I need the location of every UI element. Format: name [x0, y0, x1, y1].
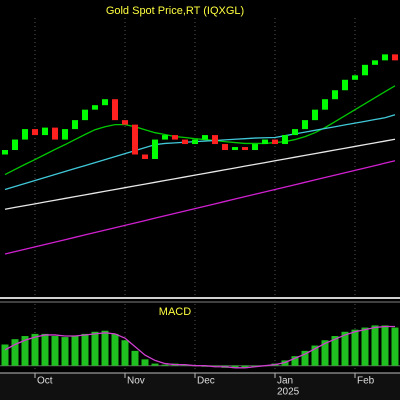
histogram-bar [91, 331, 99, 366]
candle [92, 105, 98, 110]
indicator-line [4, 85, 396, 176]
x-tick-label: Nov [127, 376, 145, 387]
candle [102, 99, 108, 106]
year-label: 2025 [277, 387, 300, 398]
candle [112, 99, 118, 121]
histogram-bar [31, 333, 39, 366]
candle [262, 139, 268, 145]
indicator-line [4, 325, 395, 369]
candle [162, 135, 168, 140]
histogram-bar [141, 359, 149, 366]
histogram-bar [71, 336, 79, 366]
histogram-bar [351, 329, 359, 366]
candle [192, 139, 198, 145]
histogram-bar [151, 363, 159, 366]
histogram-bar [231, 365, 239, 368]
candle [32, 129, 38, 136]
histogram-bar [81, 333, 89, 366]
candle [252, 144, 258, 151]
x-tick-label: Oct [37, 376, 53, 387]
histogram-bar [311, 345, 319, 366]
candle [332, 90, 338, 100]
candle [142, 154, 148, 159]
candle [312, 109, 318, 121]
candle [302, 120, 308, 130]
candle [242, 147, 248, 151]
candle [12, 139, 18, 151]
candle [282, 135, 288, 145]
histogram-bar [121, 340, 129, 366]
candle [392, 54, 398, 61]
histogram-bar [131, 350, 139, 366]
macd-title: MACD [159, 306, 191, 318]
candle [2, 150, 8, 155]
x-tick-label: Dec [197, 376, 215, 387]
histogram-bar [291, 356, 299, 366]
candle [212, 135, 218, 145]
candle [82, 109, 88, 121]
candle [292, 129, 298, 136]
candle [322, 99, 328, 110]
date-axis [0, 373, 400, 400]
candle [342, 79, 348, 91]
candle [152, 139, 158, 159]
histogram-bar [381, 325, 389, 366]
candle [62, 129, 68, 140]
candle [372, 60, 378, 65]
candle [202, 135, 208, 140]
candle [22, 129, 28, 140]
histogram-bar [161, 364, 169, 366]
histogram-bar [61, 337, 69, 366]
indicator-line [4, 138, 396, 210]
candle [122, 120, 128, 125]
histogram-bar [41, 333, 49, 366]
histogram-bar [321, 340, 329, 366]
histogram-bar [331, 336, 339, 366]
histogram-bar [371, 325, 379, 366]
histogram-bar [51, 336, 59, 366]
candle [42, 127, 48, 136]
candle [132, 124, 138, 155]
histogram-bar [341, 331, 349, 366]
candle [362, 64, 368, 76]
histogram-bar [11, 339, 19, 366]
x-tick-label: Jan [277, 376, 293, 387]
candle [352, 75, 358, 80]
histogram-bar [241, 365, 249, 368]
histogram-bar [1, 344, 9, 366]
histogram-bar [111, 333, 119, 366]
histogram-bar [101, 330, 109, 366]
candle [382, 54, 388, 61]
chart-title: Gold Spot Price,RT (IQXGL) [106, 5, 244, 17]
x-tick-label: Feb [357, 376, 375, 387]
candle [52, 127, 58, 140]
candle [222, 144, 228, 151]
candle [172, 135, 178, 140]
indicator-line [4, 114, 396, 191]
candle [272, 139, 278, 145]
histogram-bar [361, 327, 369, 366]
histogram-bar [21, 336, 29, 366]
candle [182, 139, 188, 145]
histogram-bar [301, 350, 309, 366]
histogram-bar [391, 327, 399, 366]
candle [72, 120, 78, 130]
candle [232, 147, 238, 151]
indicator-line [4, 160, 396, 255]
